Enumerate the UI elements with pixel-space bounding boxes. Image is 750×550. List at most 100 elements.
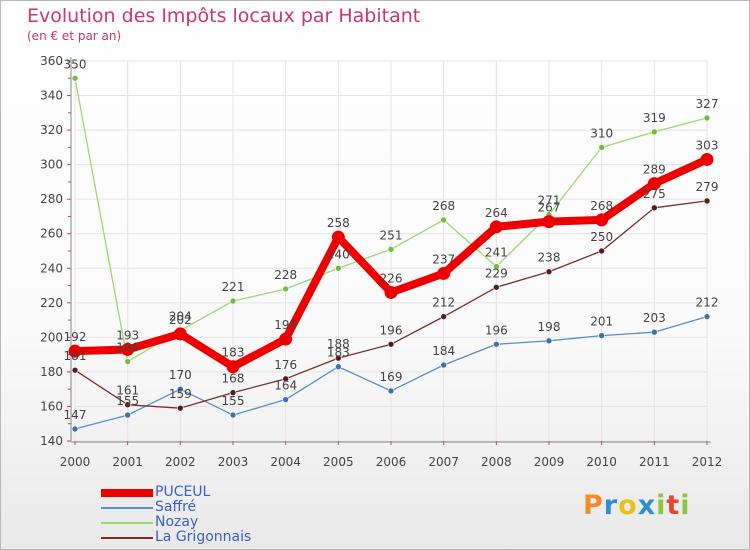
data-point (331, 230, 345, 244)
data-label: 199 (274, 318, 297, 332)
data-point (437, 266, 451, 280)
y-tick-label: 320 (40, 123, 63, 137)
data-point (545, 337, 553, 345)
data-point (71, 425, 79, 433)
data-point (440, 313, 447, 320)
data-point (279, 332, 293, 346)
data-label: 186 (116, 341, 139, 355)
y-tick-label: 180 (40, 365, 63, 379)
data-point (440, 216, 447, 224)
y-tick-label: 300 (40, 158, 63, 172)
data-point (387, 340, 395, 348)
data-point (440, 361, 447, 369)
data-label: 229 (485, 266, 508, 280)
data-label: 250 (590, 230, 613, 244)
data-label: 267 (538, 201, 561, 215)
data-label: 258 (327, 216, 350, 230)
data-point (598, 247, 605, 255)
data-point (703, 197, 711, 205)
data-point (282, 396, 289, 403)
legend-item: PUCEUL (101, 485, 251, 500)
data-point (124, 358, 131, 365)
legend-item: Nozay (101, 515, 251, 530)
data-label: 203 (643, 311, 666, 325)
data-label: 168 (222, 372, 245, 386)
data-label: 228 (274, 268, 297, 282)
data-point (71, 74, 79, 82)
data-label: 183 (222, 346, 245, 360)
x-tick-label: 2009 (534, 455, 565, 469)
data-label: 212 (696, 296, 719, 310)
data-point (387, 387, 395, 395)
data-point (545, 268, 553, 276)
data-label: 279 (696, 180, 719, 194)
legend-swatch-puceul (101, 488, 153, 497)
legend-label: Nozay (155, 514, 199, 530)
x-tick-label: 2005 (323, 455, 354, 469)
data-point (651, 204, 658, 212)
data-label: 192 (64, 330, 87, 344)
y-tick-label: 140 (40, 434, 63, 448)
legend-swatch-la-grigonnais (101, 536, 153, 539)
data-label: 264 (485, 206, 508, 220)
y-tick-label: 340 (40, 89, 63, 103)
data-point (335, 354, 342, 362)
data-point (124, 401, 131, 409)
data-point (282, 375, 289, 383)
x-tick-label: 2010 (586, 455, 617, 469)
data-label: 241 (485, 246, 508, 260)
data-label: 201 (590, 315, 613, 329)
data-label: 289 (643, 163, 666, 177)
data-label: 303 (696, 138, 719, 152)
data-label: 181 (64, 349, 87, 363)
y-tick-label: 160 (40, 399, 63, 413)
data-label: 202 (169, 313, 192, 327)
legend-swatch-saffre (101, 506, 153, 509)
data-label: 226 (380, 271, 403, 285)
data-label: 155 (116, 394, 139, 408)
logo-letter: i (656, 490, 667, 521)
data-point (71, 366, 79, 374)
chart-legend: PUCEUL Saffré Nozay La Grigonnais (101, 485, 251, 545)
x-tick-label: 2011 (639, 455, 670, 469)
data-label: 188 (327, 337, 350, 351)
x-tick-label: 2002 (165, 455, 196, 469)
data-point (229, 411, 237, 419)
data-label: 183 (327, 346, 350, 360)
data-point (384, 285, 398, 299)
y-tick-label: 220 (40, 296, 63, 310)
data-point (489, 220, 503, 234)
data-point (173, 327, 187, 341)
x-tick-label: 2007 (428, 455, 459, 469)
data-label: 196 (485, 323, 508, 337)
logo-letter: t (666, 490, 681, 521)
data-label: 237 (432, 252, 455, 266)
data-point (703, 114, 711, 122)
legend-item: Saffré (101, 500, 251, 515)
data-point (493, 263, 500, 270)
legend-item: La Grigonnais (101, 530, 251, 545)
data-label: 176 (274, 358, 297, 372)
x-tick-label: 2012 (692, 455, 723, 469)
y-tick-label: 200 (40, 330, 63, 344)
data-point (493, 283, 500, 291)
data-label: 161 (116, 384, 139, 398)
data-label: 238 (538, 251, 561, 265)
chart-subtitle: (en € et par an) (27, 29, 122, 43)
legend-label: PUCEUL (155, 484, 211, 500)
logo-letter: x (637, 490, 657, 521)
data-point (598, 144, 605, 151)
data-point (229, 389, 237, 396)
data-label: 170 (169, 368, 192, 382)
legend-label: La Grigonnais (155, 529, 252, 545)
y-tick-label: 280 (40, 192, 63, 206)
data-point (651, 128, 658, 136)
x-tick-label: 2004 (270, 455, 301, 469)
data-label: 204 (169, 309, 192, 323)
x-tick-label: 2003 (218, 455, 249, 469)
data-point (121, 342, 135, 356)
data-point (493, 340, 500, 348)
chart-title: Evolution des Impôts locaux par Habitant (27, 5, 421, 27)
y-tick-label: 260 (40, 227, 63, 241)
